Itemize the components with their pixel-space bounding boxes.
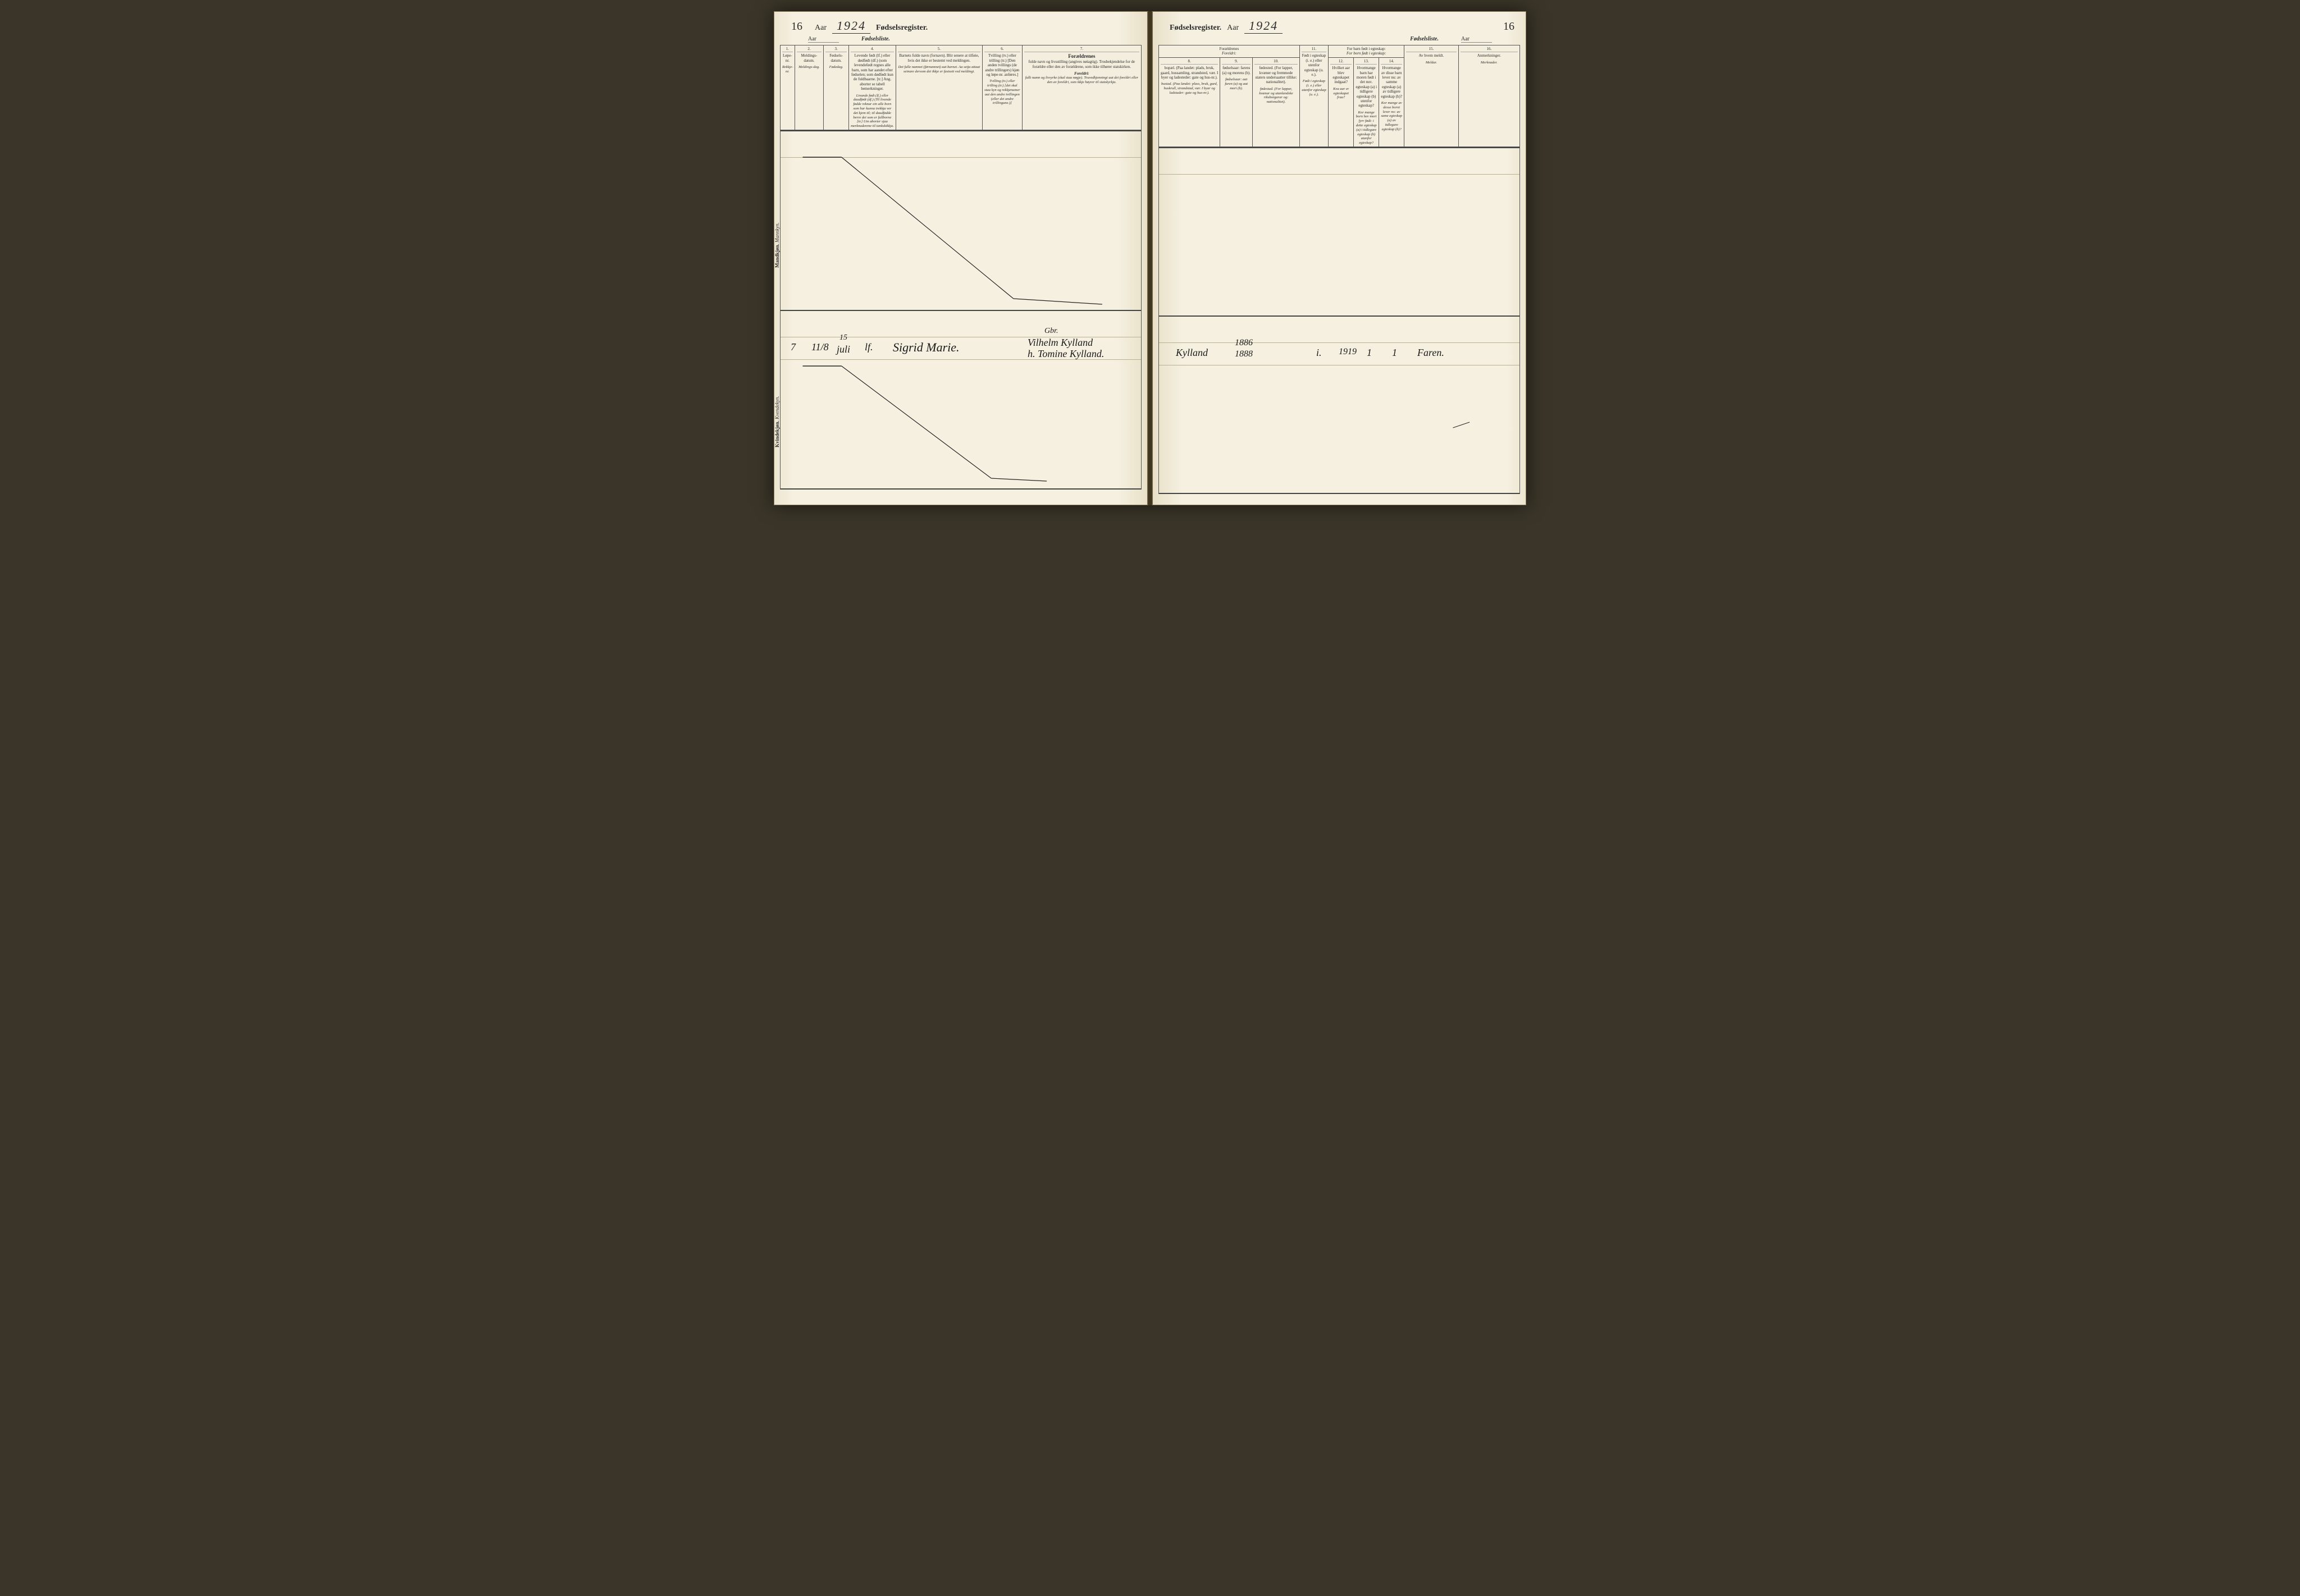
sub-year-right: Aar	[1461, 36, 1492, 43]
col-13: 13.Hvormange barn har moren født i det n…	[1354, 57, 1379, 147]
page-number-left: 16	[791, 20, 802, 33]
col-5: 5.Barnets fulde navn (fornavn). Blir sen…	[896, 45, 982, 130]
entry-meldt: Faren.	[1417, 347, 1444, 359]
year-label-right: Aar	[1227, 24, 1239, 33]
col-6: 6.Tvilling (tv.) eller trilling (tr.) [D…	[983, 45, 1023, 130]
left-subheader: Aar Fødselsliste.	[774, 36, 1147, 45]
col-10: 10.fødested. (For lapper, kvæner og frem…	[1253, 57, 1300, 147]
entry-name: Sigrid Marie.	[893, 340, 960, 355]
register-title-right: Fødselsregister.	[1170, 24, 1221, 33]
entry-egteskap-aar: 1919	[1339, 347, 1357, 357]
sub-year: Aar	[808, 36, 839, 43]
col-2: 2.Meldings-datum.Meldings-dag.	[795, 45, 823, 130]
col-12: 12.Hvilket aar blev egteskapet indgaat?K…	[1329, 57, 1354, 147]
sub-list-right: Fødselsliste.	[1410, 36, 1439, 43]
entry-fodedag-bot: juli	[837, 344, 850, 355]
entry-ie: i.	[1316, 347, 1322, 359]
entry-lf: lf.	[865, 341, 873, 353]
header-table-right: Foræld­renes Foreldri: 11.Født i egteska…	[1158, 45, 1520, 147]
entry-parent2: h. Tomine Kylland.	[1028, 348, 1104, 360]
group-barn: For barn født i egteskap: For born født …	[1329, 45, 1404, 58]
right-body: Kylland 1886 1888 i. 1919 1 1 Faren.	[1158, 147, 1520, 494]
entry-parent-top: Gbr.	[1044, 327, 1058, 336]
entry-year-b: 1888	[1235, 349, 1253, 359]
side-mandkjon: Mandkjøn. Mannkyn.	[774, 222, 780, 268]
entry-year-a: 1886	[1235, 338, 1253, 348]
entry-born-a: 1	[1367, 347, 1372, 359]
strike-lines-right	[1159, 147, 1519, 494]
entry-parent1: Vilhelm Kylland	[1028, 337, 1093, 349]
entry-num: 7	[791, 341, 796, 353]
col-3: 3.Fødsels-datum.Fødedag.	[824, 45, 849, 130]
header-table-left: 1.Løpe-nr.Rekkje-nr. 2.Meldings-datum.Me…	[780, 45, 1142, 130]
col-14: 14.Hvormange av disse barn lever nu: av …	[1379, 57, 1404, 147]
col-16: 16.Anmerkninger.Merknader.	[1458, 45, 1519, 147]
entry-fodedag-top: 15	[839, 333, 847, 342]
entry-lever-a: 1	[1392, 347, 1397, 359]
right-page: Fødselsregister. Aar 1924 16 Fødselslist…	[1152, 11, 1526, 505]
register-title: Fødselsregister.	[876, 24, 928, 33]
entry-melding: 11/8	[811, 341, 829, 353]
right-page-header: Fødselsregister. Aar 1924 16	[1153, 12, 1526, 36]
handwritten-year-left: 1924	[832, 19, 870, 34]
entry-bosted: Kylland	[1176, 347, 1208, 359]
col-8: 8.bopæl. (Paa landet: plads, bruk, gaard…	[1159, 57, 1220, 147]
col-9: 9.fødselsaar: farens (a) og morens (b).f…	[1220, 57, 1253, 147]
sub-list: Fødselsliste.	[861, 36, 890, 43]
col-7: 7. Foræld­renes fulde navn og livsstilli…	[1022, 45, 1141, 130]
handwritten-year-right: 1924	[1244, 19, 1283, 34]
left-body: Mandkjøn. Mannkyn. Kvindekjøn. Kvendekyn…	[780, 130, 1142, 490]
col-15: 15.Av hvem meldt.Meldar.	[1404, 45, 1458, 147]
col-1: 1.Løpe-nr.Rekkje-nr.	[781, 45, 795, 130]
col-11: 11.Født i egteskap (i. e.) eller utenfor…	[1299, 45, 1328, 147]
group-foreldrenes: Foræld­renes Foreldri:	[1159, 45, 1300, 58]
year-label: Aar	[815, 24, 827, 33]
col-4: 4.Levende født (lf.) eller dødfødt (df.)…	[849, 45, 896, 130]
ledger-book: 16 Aar 1924 Fødselsregister. Aar Fødsels…	[774, 11, 1526, 505]
left-page: 16 Aar 1924 Fødselsregister. Aar Fødsels…	[774, 11, 1148, 505]
page-number-right: 16	[1503, 20, 1514, 33]
left-page-header: 16 Aar 1924 Fødselsregister.	[774, 12, 1147, 36]
side-kvindekjon: Kvindekjøn. Kvendekyn.	[774, 396, 780, 447]
right-subheader: Fødselsliste. Aar	[1153, 36, 1526, 45]
